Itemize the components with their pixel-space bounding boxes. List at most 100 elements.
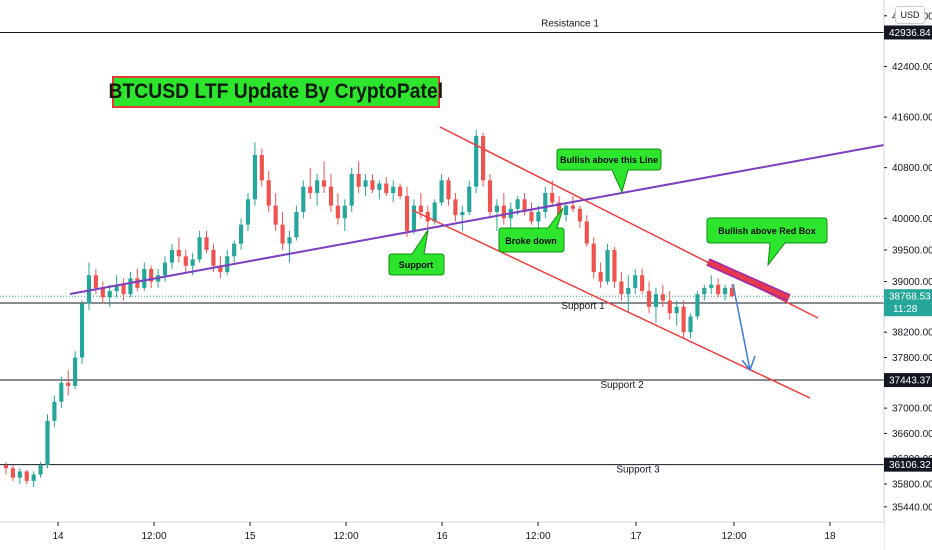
candle [688,313,693,339]
price-tick-label: 39500.00 [892,245,932,256]
candle-body [522,199,527,212]
candle-body [605,249,610,282]
candle [31,471,36,488]
candle [17,468,22,485]
candle-body [432,202,437,222]
candle [612,246,617,288]
candle [563,202,569,222]
candle-body [259,155,264,181]
current-price-tag-text: 38768.53 [889,292,931,303]
candle-body [232,243,237,257]
candle-body [225,256,230,273]
candle-body [563,205,569,216]
candle [121,278,126,301]
price-tick-label: 41600.00 [892,113,932,124]
candle-body [335,205,340,219]
candle [79,300,85,364]
candle-body [702,287,707,295]
candle [252,142,257,206]
time-tick-label: 12:00 [141,531,166,542]
candle [45,414,50,469]
candle-body [550,192,555,203]
candle-body [93,275,98,288]
channel-lower-line[interactable] [411,209,811,399]
candle-body [17,471,22,478]
price-tick-label: 37800.00 [892,353,932,364]
price-tick-label: 42400.00 [892,62,932,73]
candle [266,170,271,212]
candle-body [667,300,672,314]
candle-body [321,180,327,187]
candle [273,192,278,231]
candle-body [204,237,209,250]
candle-body [114,284,119,292]
candle [702,284,707,301]
candle-body [543,192,548,212]
candle [66,370,71,396]
level-label-2: Support 1 [561,301,605,312]
price-tick-label: 40000.00 [892,214,932,225]
candle [52,395,57,428]
candle-body [709,284,714,288]
currency-badge[interactable]: USD [895,6,925,24]
callouts: Bullish above this Line Support Broke do… [388,148,828,276]
current-price-tag [884,289,932,317]
candle-body [439,180,444,203]
candle [73,351,78,390]
candle-body [59,382,64,402]
candle [508,202,513,228]
support-trendline[interactable] [69,144,885,295]
candle [695,291,700,320]
candle [107,284,112,307]
candle-body [107,291,112,298]
candle [377,180,382,200]
candle-body [162,262,168,276]
candle-body [584,221,589,244]
candle [197,230,202,263]
candle [404,186,410,238]
candle-body [612,249,617,282]
candle [640,268,645,295]
candle-body [688,316,693,333]
candle [100,281,105,304]
candle [653,287,659,323]
candle-body [681,306,686,333]
candle [321,161,327,193]
candle [232,240,237,263]
candle-body [190,259,195,266]
candle-body [570,205,576,209]
candle-body [411,205,417,231]
price-tick-label: 36600.00 [892,429,932,440]
candle-body [494,205,499,212]
candle [439,174,444,206]
candle-body [52,401,57,421]
price-tick-label: 39000.00 [892,277,932,288]
level-label-3: Support 2 [600,380,644,391]
time-tick-label: 15 [244,531,256,542]
candle [633,268,638,295]
candle-body [245,199,251,225]
candle [169,243,175,269]
candle-body [315,180,320,193]
candle [681,300,686,339]
candle [10,465,15,481]
callout-broke-down: Broke down [498,207,565,253]
time-tick-label: 12:00 [525,531,550,542]
candle-body [729,287,735,297]
candle [363,174,368,197]
candle [135,268,140,292]
candle [626,275,631,314]
candle-body [328,186,334,206]
candle-body [10,468,15,478]
candle-body [45,420,50,466]
candle-body [100,287,105,298]
candle-body [294,211,299,238]
candle-body [716,284,721,295]
candle [287,230,292,263]
candle [729,284,735,298]
candle-body [308,186,313,193]
candle [384,177,389,197]
candle-body [481,136,486,181]
candle-body [142,268,147,288]
